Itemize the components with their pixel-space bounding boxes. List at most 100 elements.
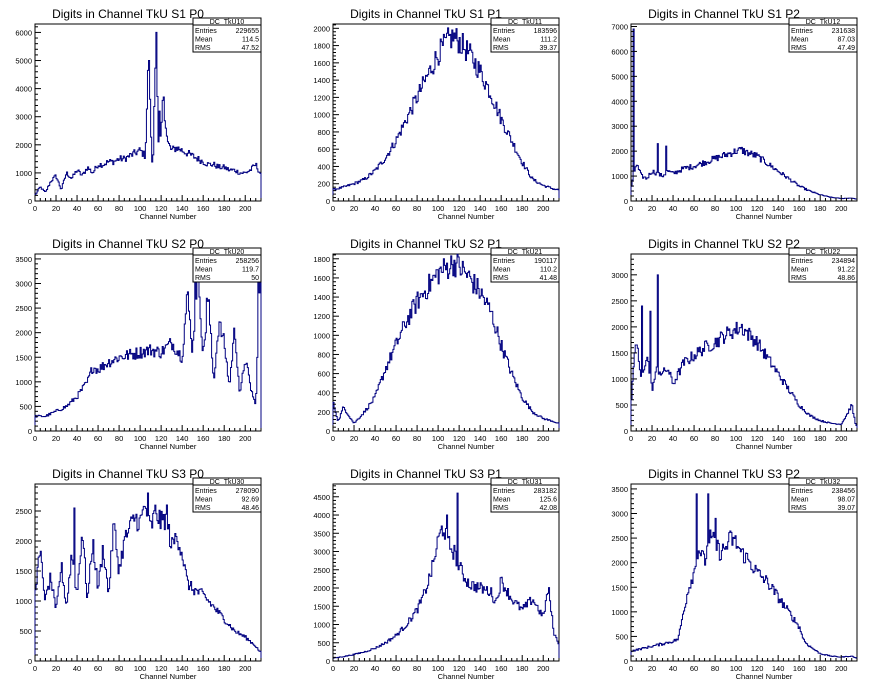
x-tick-label: 0 bbox=[331, 434, 335, 443]
stats-box: DC_TkU21 Entries 190117 Mean 110.2 RMS 41.48 bbox=[490, 247, 560, 283]
y-tick-label: 500 bbox=[19, 627, 32, 636]
stats-name: DC_TkU12 bbox=[806, 19, 841, 26]
x-tick-label: 160 bbox=[197, 664, 210, 673]
y-axis: 0 500 1000 1500 2000 2500 3000 bbox=[611, 253, 637, 436]
x-tick-label: 140 bbox=[176, 204, 189, 213]
x-axis: 0 20 40 60 80 100 120 140 160 180 200 bbox=[33, 425, 262, 443]
x-tick-label: 100 bbox=[134, 204, 147, 213]
x-tick-label: 180 bbox=[516, 664, 529, 673]
x-tick-label: 100 bbox=[432, 204, 445, 213]
stats-name: DC_TkU32 bbox=[806, 479, 841, 486]
stats-value: 48.86 bbox=[837, 275, 855, 282]
y-tick-label: 7000 bbox=[611, 22, 628, 31]
y-tick-label: 0 bbox=[28, 427, 32, 436]
y-tick-label: 1600 bbox=[313, 59, 330, 68]
y-tick-label: 0 bbox=[624, 427, 628, 436]
chart-title: Digits in Channel TkU S3 P1 bbox=[350, 467, 502, 481]
x-tick-label: 180 bbox=[218, 204, 231, 213]
x-tick-label: 40 bbox=[73, 664, 81, 673]
y-tick-label: 5000 bbox=[15, 57, 32, 66]
y-tick-label: 2000 bbox=[313, 24, 330, 33]
x-tick-label: 40 bbox=[73, 434, 81, 443]
x-tick-label: 200 bbox=[835, 664, 848, 673]
x-tick-label: 180 bbox=[814, 434, 827, 443]
y-tick-label: 500 bbox=[615, 632, 628, 641]
plot-frame bbox=[34, 483, 262, 662]
x-tick-label: 180 bbox=[814, 204, 827, 213]
stats-value: 183596 bbox=[534, 28, 557, 35]
histogram-panel-5: Digits in Channel TkU S2 P1 0 20 40 60 80 100 1… bbox=[313, 237, 560, 451]
y-tick-label: 500 bbox=[317, 639, 330, 648]
stats-name: DC_TkU21 bbox=[508, 249, 543, 256]
histogram-line bbox=[332, 253, 560, 431]
y-tick-label: 3500 bbox=[611, 485, 628, 494]
x-tick-label: 20 bbox=[648, 204, 656, 213]
y-tick-label: 1000 bbox=[15, 378, 32, 387]
stats-value: 39.37 bbox=[539, 45, 557, 52]
histogram-line bbox=[34, 492, 262, 661]
stats-box-frame bbox=[490, 17, 560, 53]
x-tick-label: 80 bbox=[711, 434, 719, 443]
stats-value: 114.5 bbox=[242, 37, 259, 44]
stats-label: Entries bbox=[195, 28, 217, 35]
x-tick-label: 180 bbox=[814, 664, 827, 673]
x-tick-label: 180 bbox=[516, 204, 529, 213]
x-tick-label: 140 bbox=[474, 204, 487, 213]
y-tick-label: 2500 bbox=[15, 507, 32, 516]
x-tick-label: 80 bbox=[115, 664, 123, 673]
plot-frame bbox=[332, 483, 560, 662]
chart-title: Digits in Channel TkU S2 P2 bbox=[648, 237, 800, 251]
x-tick-label: 80 bbox=[115, 434, 123, 443]
stats-label: Mean bbox=[791, 267, 809, 274]
histogram-line bbox=[630, 274, 858, 431]
y-tick-label: 1800 bbox=[313, 255, 330, 264]
stats-box-frame bbox=[192, 247, 262, 283]
y-tick-label: 2500 bbox=[611, 297, 628, 306]
x-tick-label: 120 bbox=[155, 434, 168, 443]
x-tick-label: 200 bbox=[835, 204, 848, 213]
y-axis: 0 200 400 600 800 1000 1200 1400 1600 1800 2000 bbox=[313, 24, 339, 206]
y-tick-label: 2000 bbox=[611, 147, 628, 156]
x-tick-label: 60 bbox=[690, 664, 698, 673]
y-tick-label: 800 bbox=[317, 350, 330, 359]
stats-label: RMS bbox=[195, 505, 211, 512]
y-tick-label: 3000 bbox=[313, 548, 330, 557]
y-tick-label: 1800 bbox=[313, 42, 330, 51]
y-tick-label: 200 bbox=[317, 180, 330, 189]
stats-box-frame bbox=[490, 477, 560, 513]
y-tick-label: 3000 bbox=[15, 113, 32, 122]
stats-label: Mean bbox=[195, 267, 213, 274]
stats-value: 47.49 bbox=[837, 45, 855, 52]
y-tick-label: 2000 bbox=[15, 537, 32, 546]
y-tick-label: 1500 bbox=[611, 349, 628, 358]
stats-value: 98.07 bbox=[837, 497, 855, 504]
x-tick-label: 200 bbox=[835, 434, 848, 443]
stats-label: Entries bbox=[791, 258, 813, 265]
stats-value: 278090 bbox=[236, 488, 259, 495]
stats-box-frame bbox=[788, 17, 858, 53]
stats-value: 234894 bbox=[832, 258, 855, 265]
y-tick-label: 2000 bbox=[15, 329, 32, 338]
x-axis-label: Channel Number bbox=[438, 672, 495, 681]
y-tick-label: 1600 bbox=[313, 274, 330, 283]
stats-label: RMS bbox=[791, 505, 807, 512]
x-axis-label: Channel Number bbox=[736, 212, 793, 221]
chart-title: Digits in Channel TkU S1 P1 bbox=[350, 7, 502, 21]
x-tick-label: 120 bbox=[751, 434, 764, 443]
y-tick-label: 200 bbox=[317, 408, 330, 417]
stats-name: DC_TkU11 bbox=[508, 19, 542, 26]
y-tick-label: 5000 bbox=[611, 72, 628, 81]
y-tick-label: 0 bbox=[326, 427, 330, 436]
x-tick-label: 100 bbox=[432, 434, 445, 443]
stats-label: Mean bbox=[493, 37, 511, 44]
y-axis: 0 200 400 600 800 1000 1200 1400 1600 1800 bbox=[313, 254, 339, 436]
x-axis: 0 20 40 60 80 100 120 140 160 180 200 bbox=[629, 195, 858, 213]
stats-box: DC_TkU20 Entries 258256 Mean 119.7 RMS 50 bbox=[192, 247, 262, 283]
x-axis: 0 20 40 60 80 100 120 140 160 180 200 bbox=[331, 655, 560, 673]
y-tick-label: 1200 bbox=[313, 93, 330, 102]
x-tick-label: 0 bbox=[33, 204, 37, 213]
x-tick-label: 40 bbox=[371, 434, 379, 443]
x-tick-label: 100 bbox=[730, 664, 743, 673]
x-tick-label: 0 bbox=[629, 204, 633, 213]
x-tick-label: 40 bbox=[669, 204, 677, 213]
